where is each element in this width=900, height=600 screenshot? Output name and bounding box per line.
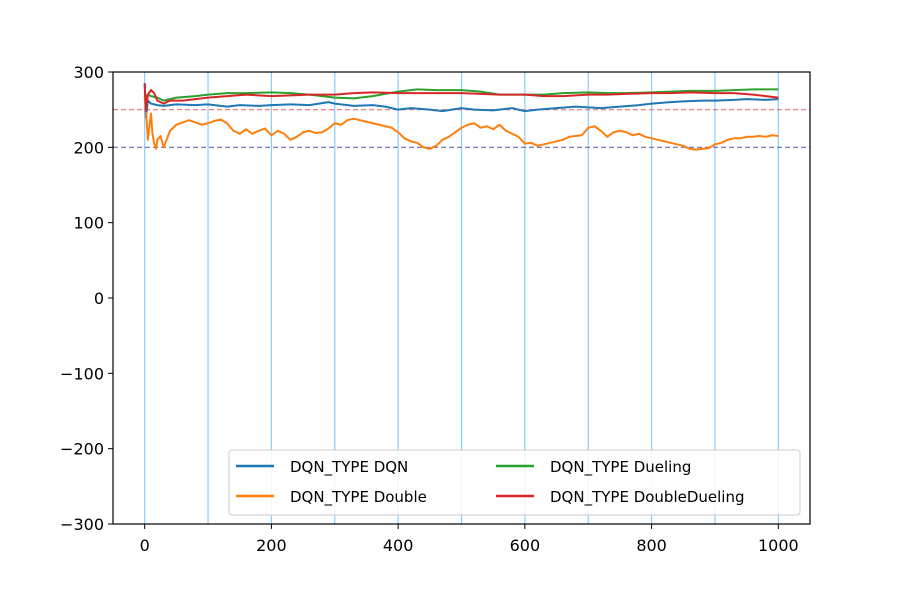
x-tick-label: 600 [510, 536, 541, 555]
series-line-1 [143, 96, 779, 151]
y-tick-label: 100 [73, 214, 104, 233]
y-tick-label: 200 [73, 138, 104, 157]
x-tick-label: 400 [383, 536, 414, 555]
series-line-3 [143, 83, 779, 113]
y-tick-label: 0 [94, 289, 104, 308]
x-tick-label: 800 [636, 536, 667, 555]
legend-label-doubledueling: DQN_TYPE DoubleDueling [550, 488, 745, 507]
y-tick-label: −100 [60, 364, 104, 383]
x-tick-label: 200 [256, 536, 287, 555]
legend-label-dueling: DQN_TYPE Dueling [550, 458, 691, 477]
y-axis-ticks: −300 −200 −100 0 100 200 300 [60, 63, 113, 534]
y-tick-label: 300 [73, 63, 104, 82]
x-tick-label: 0 [140, 536, 150, 555]
series-line-0 [143, 83, 779, 119]
x-tick-label: 1000 [758, 536, 799, 555]
y-tick-label: −300 [60, 515, 104, 534]
legend-box [228, 449, 801, 516]
legend: DQN_TYPE DQN DQN_TYPE Double DQN_TYPE Du… [228, 449, 801, 516]
legend-label-double: DQN_TYPE Double [290, 488, 427, 507]
legend-label-dqn: DQN_TYPE DQN [290, 458, 408, 477]
x-axis-ticks: 0 200 400 600 800 1000 [140, 524, 799, 555]
horizontal-reference-lines [113, 109, 810, 148]
series-lines [143, 83, 779, 151]
y-tick-label: −200 [60, 440, 104, 459]
